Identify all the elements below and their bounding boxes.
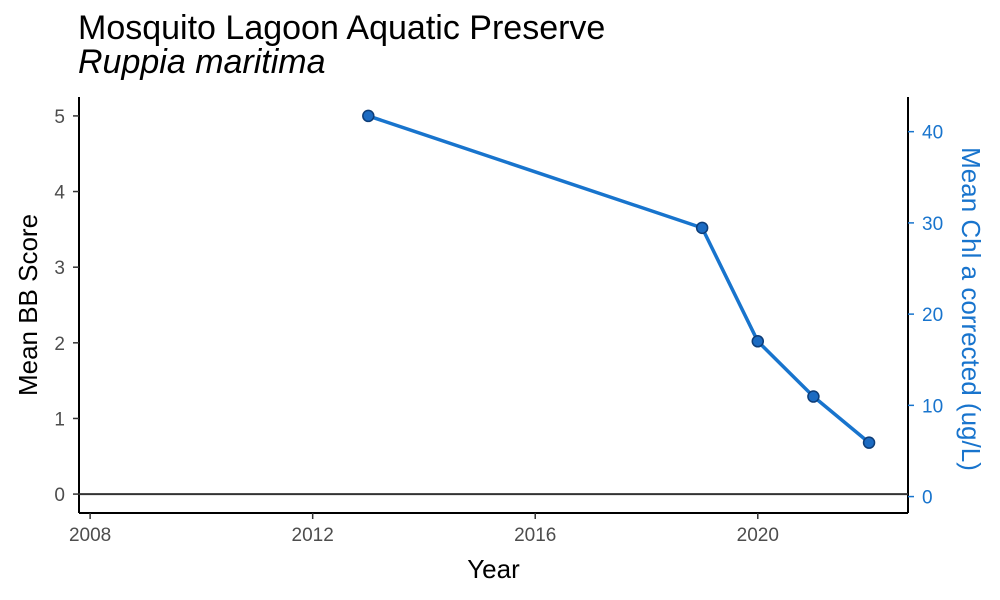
chart-title: Mosquito Lagoon Aquatic Preserve — [78, 9, 606, 47]
y-tick-label: 3 — [54, 258, 65, 279]
ticks-layer: 2008 2012 2016 2020 0 1 2 3 4 5 0 10 20 30 40 — [54, 107, 943, 546]
y-tick-label: 0 — [54, 485, 65, 506]
data-point — [807, 390, 820, 403]
y2-tick-label: 20 — [922, 305, 943, 326]
axes-layer — [78, 97, 909, 514]
y-tick-label: 4 — [54, 183, 65, 204]
x-tick-label: 2020 — [737, 525, 779, 546]
y-tick-label: 1 — [54, 409, 65, 430]
series-layer — [362, 109, 876, 449]
x-tick-label: 2008 — [69, 525, 111, 546]
series-line — [367, 114, 871, 445]
y2-tick-label: 30 — [922, 214, 943, 235]
y2-tick-label: 0 — [922, 488, 933, 509]
data-point — [751, 335, 765, 348]
data-point — [862, 436, 876, 449]
y2-tick-label: 10 — [922, 396, 943, 417]
y-tick-label: 5 — [54, 107, 65, 128]
y-axis-title: Mean BB Score — [13, 214, 43, 396]
x-tick-label: 2016 — [514, 525, 556, 546]
x-tick-label: 2012 — [292, 525, 334, 546]
x-axis-title: Year — [467, 554, 520, 584]
data-point — [695, 221, 709, 235]
data-point — [362, 109, 375, 123]
y-tick-label: 2 — [54, 334, 65, 355]
y2-tick-label: 40 — [922, 123, 943, 144]
y2-axis-title: Mean Chl a corrected (ug/L) — [956, 147, 986, 471]
chart-subtitle: Ruppia maritima — [78, 43, 326, 81]
